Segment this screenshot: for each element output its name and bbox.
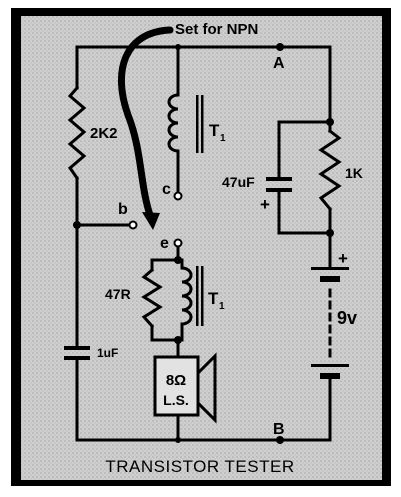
battery-plate-long-top (311, 267, 349, 270)
note-label: Set for NPN (175, 21, 258, 38)
junction-node-lower (174, 336, 182, 344)
t1-upper-coil (167, 93, 180, 153)
terminal-e-label: e (160, 235, 169, 252)
speaker-box (153, 355, 200, 417)
speaker-horn (194, 352, 217, 424)
resistor-1k-label: 1K (345, 165, 363, 181)
capacitor-47uf-plate-top (266, 177, 292, 181)
transformer-lower-sub: 1 (219, 301, 225, 312)
junction-node-rc-bottom (326, 229, 334, 237)
terminal-base (128, 220, 138, 230)
terminal-c-label: c (162, 181, 171, 198)
battery-plate-short-bottom (320, 373, 340, 379)
battery-plate-long-bottom (311, 364, 349, 367)
capacitor-47uf-plate-bottom (266, 188, 292, 192)
resistor-1k (318, 128, 342, 212)
pointer-arrow-head (142, 212, 160, 230)
junction-node-a (276, 43, 284, 51)
speaker-label-top: 8Ω (166, 372, 186, 389)
junction-node-rc-top (326, 118, 334, 126)
capacitor-47uf-label: 47uF (222, 174, 255, 190)
pointer-arrow-curve (117, 26, 174, 219)
junction-node-speaker-bottom (175, 437, 181, 443)
t1-lower-core-2 (201, 266, 204, 326)
title-label: TRANSISTOR TESTER (105, 457, 294, 476)
capacitor-1uf-label: 1uF (97, 346, 118, 360)
terminal-collector (173, 191, 183, 201)
resistor-2k2-label: 2K2 (90, 125, 118, 142)
terminal-b-bottom-label: B (273, 421, 285, 438)
junction-node-base (73, 221, 81, 229)
panel-background (21, 16, 382, 480)
junction-node-b (276, 436, 284, 444)
terminal-emitter (173, 238, 183, 248)
resistor-2k2 (67, 85, 87, 181)
resistor-47r-label: 47R (105, 286, 131, 302)
capacitor-47uf-plus: + (260, 195, 270, 214)
t1-lower-coil (180, 266, 193, 335)
transformer-lower-label: T (208, 289, 219, 308)
junction-node-emitter (174, 256, 182, 264)
t1-upper-core-2 (201, 95, 204, 153)
terminal-b-label: b (118, 201, 128, 218)
battery-label: 9v (337, 308, 357, 328)
resistor-47r (141, 267, 163, 329)
capacitor-1uf-plate-bottom (64, 356, 90, 360)
transformer-upper-sub: 1 (220, 133, 226, 144)
speaker-label-bottom: L.S. (163, 392, 189, 408)
t1-upper-core-1 (196, 95, 199, 153)
t1-lower-core-1 (196, 266, 199, 326)
junction-node-t1 (175, 44, 181, 50)
transformer-upper-label: T (209, 121, 220, 140)
capacitor-1uf-plate-top (64, 346, 90, 350)
battery-plate-short-top (320, 276, 340, 282)
battery-plus: + (338, 249, 348, 268)
terminal-a-label: A (273, 55, 285, 72)
